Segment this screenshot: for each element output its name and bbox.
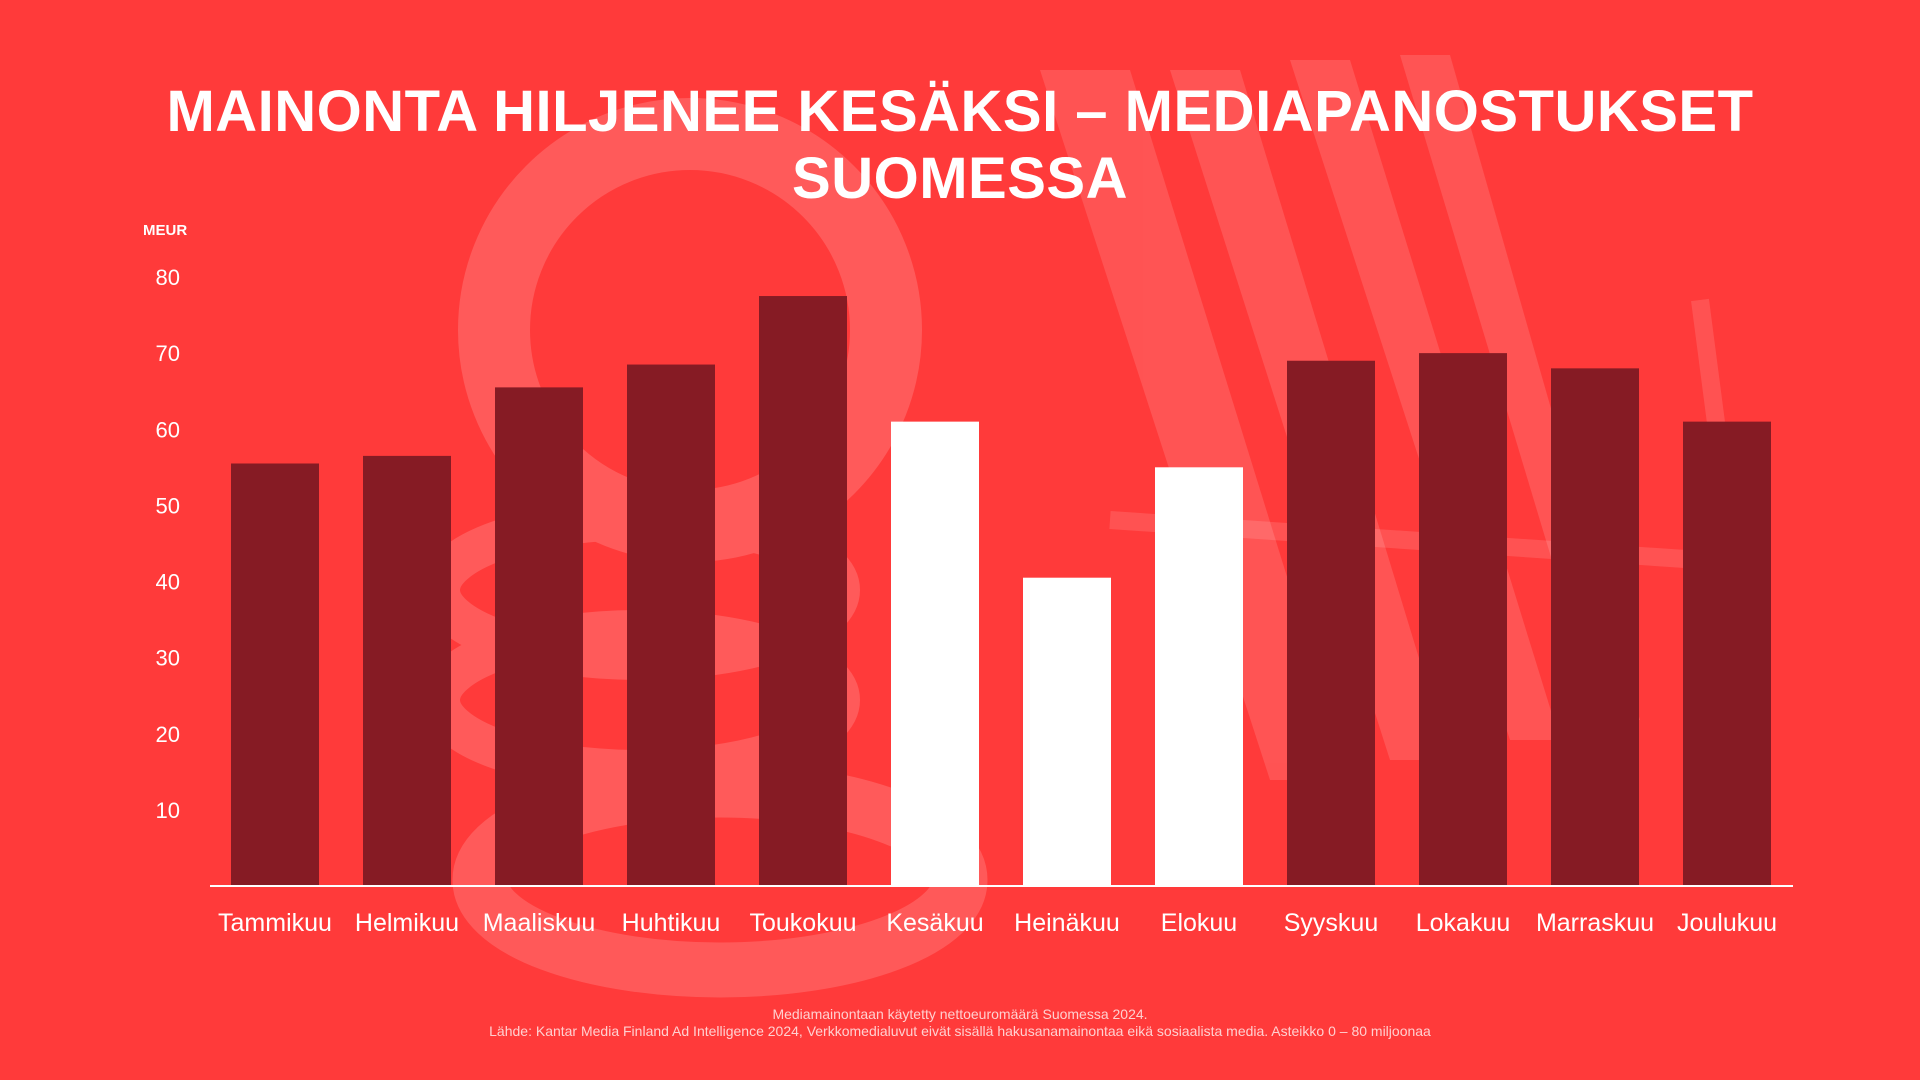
- bar-syyskuu: [1287, 360, 1375, 886]
- x-tick-label: Helmikuu: [355, 909, 459, 937]
- bar-helmikuu: [363, 455, 451, 886]
- y-tick-label: 80: [156, 265, 180, 290]
- y-tick-label: 30: [156, 646, 180, 671]
- y-tick-label: 50: [156, 493, 180, 518]
- x-tick-label: Huhtikuu: [622, 909, 721, 937]
- bar-marraskuu: [1551, 368, 1639, 887]
- footer-line-2: Lähde: Kantar Media Finland Ad Intellige…: [489, 1023, 1431, 1039]
- x-tick-label: Kesäkuu: [886, 909, 983, 937]
- x-tick-label: Tammikuu: [218, 909, 332, 937]
- source-note: Mediamainontaan käytetty nettoeuromäärä …: [0, 1006, 1920, 1040]
- bar-kesäkuu: [891, 421, 979, 886]
- bar-joulukuu: [1683, 421, 1771, 886]
- y-tick-label: 40: [156, 570, 180, 595]
- x-tick-label: Heinäkuu: [1014, 909, 1120, 937]
- x-tick-label: Toukokuu: [749, 909, 856, 937]
- bar-lokakuu: [1419, 353, 1507, 886]
- bar-toukokuu: [759, 296, 847, 886]
- x-tick-label: Joulukuu: [1677, 909, 1777, 937]
- x-tick-label: Lokakuu: [1416, 909, 1511, 937]
- x-tick-label: Marraskuu: [1536, 909, 1654, 937]
- y-axis-unit-label: MEUR: [143, 222, 188, 239]
- x-tick-label: Elokuu: [1161, 909, 1237, 937]
- y-tick-label: 10: [156, 798, 180, 823]
- bar-maaliskuu: [495, 387, 583, 886]
- bar-heinäkuu: [1023, 577, 1111, 886]
- bar-elokuu: [1155, 467, 1243, 886]
- bar-huhtikuu: [627, 364, 715, 886]
- y-tick-label: 20: [156, 722, 180, 747]
- footer-line-1: Mediamainontaan käytetty nettoeuromäärä …: [772, 1006, 1148, 1022]
- x-tick-label: Maaliskuu: [483, 909, 596, 937]
- y-tick-label: 60: [156, 417, 180, 442]
- bar-tammikuu: [231, 463, 319, 886]
- chart-title: MAINONTA HILJENEE KESÄKSI – MEDIAPANOSTU…: [166, 79, 1754, 211]
- y-tick-label: 70: [156, 341, 180, 366]
- x-tick-label: Syyskuu: [1284, 909, 1378, 937]
